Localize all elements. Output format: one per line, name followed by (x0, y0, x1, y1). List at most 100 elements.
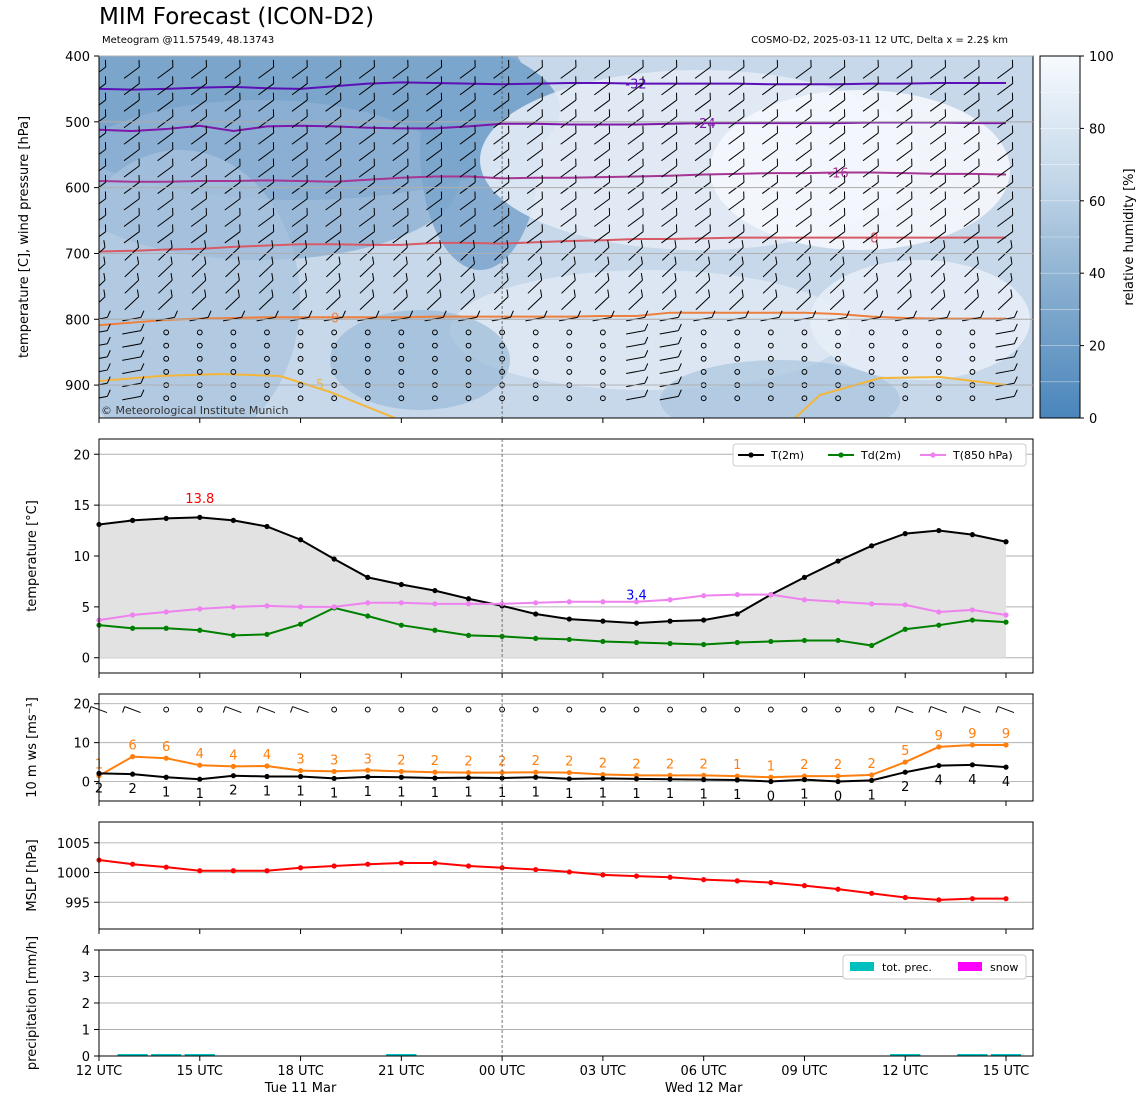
wind-barb-flag (136, 289, 140, 297)
y-tick-label: 500 (65, 116, 90, 131)
wind-barb-flag (845, 310, 850, 318)
wind-barb-flag (541, 92, 543, 101)
wind-calm-marker (465, 706, 472, 713)
wind-speed-series-point (398, 774, 404, 780)
wind-barb-flag (172, 92, 174, 101)
wind-barb-flag (472, 256, 475, 264)
wind-barb-flag (205, 175, 207, 183)
calm-wind-marker (432, 355, 438, 362)
wind-barb-flag (138, 191, 140, 199)
wind-barb-flag (340, 191, 342, 199)
wind-barb (728, 83, 745, 96)
t850-series-point (163, 609, 169, 615)
wind-barb (829, 198, 846, 211)
wind-barb (124, 296, 139, 311)
wind-barb (258, 296, 274, 311)
day-label: Tue 11 Mar (264, 1081, 337, 1096)
wind-barb (291, 214, 308, 227)
wind-barb-flag (508, 59, 510, 68)
wind-barb-flag (308, 310, 313, 318)
wind-barb (358, 99, 375, 112)
y-tick-label: 15 (73, 499, 90, 514)
wind-barb (594, 296, 610, 311)
mslp-series-point (869, 890, 875, 896)
precip-bar (117, 1054, 148, 1056)
wind-gust-label: 2 (532, 754, 540, 769)
wind-barb-flag (608, 125, 611, 133)
wind-barb-flag (843, 224, 846, 232)
legend-entry: tot. prec. (882, 961, 932, 974)
wind-barb-flag (644, 363, 649, 371)
wind-calm-marker (532, 706, 539, 713)
wind-barb (392, 83, 409, 96)
wind-barb-flag (205, 158, 207, 166)
wind-barb (594, 99, 610, 112)
legend-swatch (958, 962, 982, 971)
wind-barb (99, 214, 106, 227)
x-tick-label: 15 UTC (983, 1064, 1029, 1079)
t850-series-point (398, 600, 404, 606)
wind-barb-flag (338, 240, 341, 248)
wind-barb (99, 369, 108, 374)
wind-barb-flag (1013, 350, 1018, 358)
wind-barb (761, 66, 778, 79)
wind-barb-flag (776, 59, 779, 68)
wind-barb (626, 395, 645, 401)
wind-barb (392, 231, 409, 244)
wind-barb-flag (644, 376, 649, 384)
wind-barb-flag (778, 310, 783, 318)
calm-wind-marker (599, 342, 606, 349)
wind-barb (459, 165, 476, 178)
wind-barb-flag (205, 191, 207, 199)
wind-barb-flag (875, 240, 879, 248)
wind-barb (393, 263, 408, 278)
wind-barb-flag (138, 142, 140, 150)
wind-barb-flag (741, 240, 744, 248)
wind-barb-flag (808, 272, 811, 281)
y-tick-label: 700 (65, 247, 90, 262)
wind-barb (258, 706, 276, 714)
wind-barb-flag (961, 706, 965, 713)
calm-wind-marker (935, 342, 942, 349)
wind-speed-series-point (869, 777, 875, 783)
wind-barb-flag (204, 256, 207, 264)
wind-barb-flag (843, 92, 846, 101)
calm-wind-marker (297, 369, 304, 375)
wind-barb-flag (306, 109, 308, 117)
td2m-series-point (801, 637, 808, 644)
wind-speed-series-point (297, 773, 304, 780)
wind-gust-series-point (163, 755, 169, 761)
wind-barb-flag (272, 76, 275, 84)
calm-wind-marker (734, 355, 741, 362)
wind-barb (224, 165, 241, 178)
x-tick-label: 12 UTC (76, 1064, 122, 1079)
wind-barb-flag (306, 76, 308, 84)
td2m-series-point (533, 635, 539, 642)
wind-barb (326, 263, 341, 278)
calm-wind-marker (734, 369, 741, 375)
wind-barb-flag (205, 109, 207, 117)
calm-wind-marker (264, 342, 270, 349)
wind-speed-label: 0 (767, 790, 775, 805)
wind-barb-flag (608, 142, 611, 150)
wind-barb (459, 132, 476, 145)
wind-gust-label: 2 (599, 757, 607, 772)
wind-barb (863, 263, 878, 278)
wind-barb (493, 279, 509, 294)
wind-barb (695, 263, 710, 278)
wind-barb-flag (306, 224, 308, 232)
wind-barb (761, 198, 778, 211)
td2m-series-point (465, 632, 472, 638)
wind-barb-flag (104, 142, 107, 150)
wind-barb-flag (136, 256, 140, 264)
calm-wind-marker (835, 369, 841, 375)
wind-barb (99, 99, 106, 112)
x-tick-label: 12 UTC (882, 1064, 928, 1079)
t850-series-point (331, 604, 337, 610)
wind-barb-flag (340, 92, 342, 101)
wind-barb-flag (575, 59, 577, 68)
wind-barb-flag (373, 158, 375, 166)
wind-barb-flag (439, 240, 442, 248)
wind-barb-flag (508, 175, 510, 183)
calm-wind-marker (835, 355, 841, 362)
